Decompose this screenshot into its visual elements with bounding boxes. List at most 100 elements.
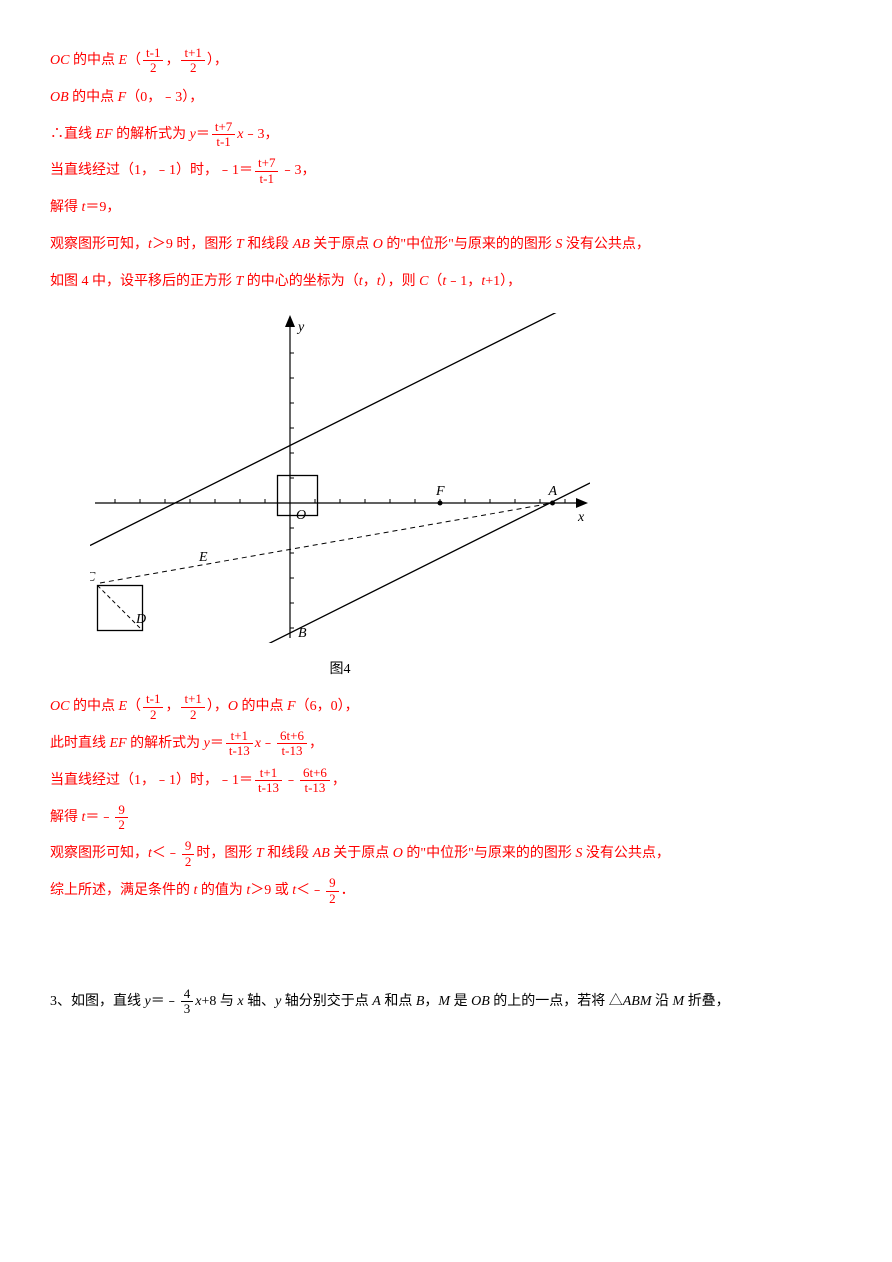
text: 综上所述，满足条件的 (50, 883, 194, 898)
var-F: F (118, 90, 127, 105)
num: t+1 (226, 729, 253, 744)
period: ． (341, 883, 355, 898)
text: 沿 (652, 994, 673, 1009)
text: 和线段 (244, 237, 293, 252)
den: 2 (143, 61, 163, 75)
num: 6t+6 (300, 766, 330, 781)
den: 2 (115, 818, 128, 832)
svg-text:O: O (296, 508, 306, 523)
num: t-1 (143, 46, 163, 61)
text: 如图 4 中，设平移后的正方形 (50, 274, 236, 289)
var-E: E (118, 699, 127, 714)
den: 2 (143, 708, 163, 722)
den: t-13 (226, 744, 253, 758)
paren: （ (127, 699, 141, 714)
comma: ， (363, 274, 377, 289)
var-O: O (373, 237, 383, 252)
paren: （ (428, 274, 442, 289)
text: ＞9 时，图形 (152, 237, 236, 252)
paren-close: ）， (207, 699, 228, 714)
svg-text:B: B (298, 626, 307, 641)
line-3: ∴直线 EF 的解析式为 y＝t+7t-1x﹣3， (50, 120, 842, 151)
den: t-13 (277, 744, 307, 758)
fraction: 92 (182, 839, 195, 869)
text: 折叠， (684, 994, 730, 1009)
fraction: t+7t-1 (255, 156, 278, 186)
num: t+7 (255, 156, 278, 171)
den: 2 (182, 855, 195, 869)
comma: ， (332, 773, 346, 788)
num: 4 (181, 987, 194, 1002)
text: 关于原点 (310, 237, 373, 252)
line-9: 此时直线 EF 的解析式为 y＝t+1t-13x﹣6t+6t-13， (50, 729, 842, 760)
paren: （ (127, 53, 141, 68)
fraction: t-12 (143, 692, 163, 722)
text: +8 与 (201, 994, 237, 1009)
figure-4: yxOAFBECD (90, 313, 842, 656)
svg-text:E: E (198, 550, 208, 565)
text: 和点 (381, 994, 416, 1009)
text: ﹣3， (280, 163, 315, 178)
var-M: M (673, 994, 685, 1009)
num: 9 (115, 803, 128, 818)
num: 9 (326, 876, 339, 891)
text: 当直线经过（1，﹣1）时，﹣1＝ (50, 773, 253, 788)
text: 没有公共点， (582, 846, 670, 861)
paren-close: ）， (207, 53, 228, 68)
lt: ＜﹣ (296, 883, 324, 898)
fraction: 92 (115, 803, 128, 833)
var-OB: OB (50, 90, 69, 105)
fraction: t+12 (181, 46, 204, 76)
num: t-1 (143, 692, 163, 707)
fraction: 92 (326, 876, 339, 906)
fraction: 43 (181, 987, 194, 1017)
text: 解得 (50, 200, 82, 215)
svg-text:x: x (577, 510, 585, 525)
text: ＝9， (85, 200, 120, 215)
var-E: E (118, 53, 127, 68)
var-OC: OC (50, 53, 69, 68)
text: 的上的一点，若将 △ (490, 994, 623, 1009)
text: ），则 (381, 274, 420, 289)
var-A: A (372, 994, 381, 1009)
text: 的"中位形"与原来的的图形 (383, 237, 555, 252)
question-3: 3、如图，直线 y＝﹣43x+8 与 x 轴、y 轴分别交于点 A 和点 B，M… (50, 987, 842, 1018)
fraction: 6t+6t-13 (277, 729, 307, 759)
text: 的中点 (238, 699, 287, 714)
fraction: t+7t-1 (212, 120, 235, 150)
comma: ， (165, 53, 179, 68)
svg-text:y: y (296, 320, 305, 335)
text: 是 (450, 994, 471, 1009)
text: 的值为 (197, 883, 246, 898)
line-12: 观察图形可知，t＜﹣92时，图形 T 和线段 AB 关于原点 O 的"中位形"与… (50, 839, 842, 870)
eq: ＝ (210, 736, 224, 751)
den: t-13 (255, 781, 282, 795)
text: ＞9 或 (250, 883, 292, 898)
text: 关于原点 (330, 846, 393, 861)
text: 的中点 (69, 90, 118, 105)
var-OB: OB (471, 994, 490, 1009)
num: 6t+6 (277, 729, 307, 744)
var-T: T (256, 846, 264, 861)
text: 观察图形可知， (50, 237, 148, 252)
eq: ＝﹣ (85, 810, 113, 825)
comma: ， (165, 699, 179, 714)
num: t+1 (181, 46, 204, 61)
text: ﹣3， (244, 127, 279, 142)
text: 轴分别交于点 (281, 994, 372, 1009)
text: ﹣1， (446, 274, 481, 289)
line-4: 当直线经过（1，﹣1）时，﹣1＝t+7t-1﹣3， (50, 156, 842, 187)
figure-caption: 图4 (90, 655, 590, 686)
text: 时，图形 (196, 846, 256, 861)
fraction: t+1t-13 (255, 766, 282, 796)
eq: ＝﹣ (151, 994, 179, 1009)
den: 2 (181, 61, 204, 75)
line-8: OC 的中点 E（t-12，t+12），O 的中点 F（6，0）， (50, 692, 842, 723)
comma: ， (424, 994, 438, 1009)
text: 3、如图，直线 (50, 994, 145, 1009)
text: 此时直线 (50, 736, 110, 751)
var-F: F (287, 699, 296, 714)
den: 2 (181, 708, 204, 722)
text: 解得 (50, 810, 82, 825)
coordinate-graph: yxOAFBECD (90, 313, 590, 643)
